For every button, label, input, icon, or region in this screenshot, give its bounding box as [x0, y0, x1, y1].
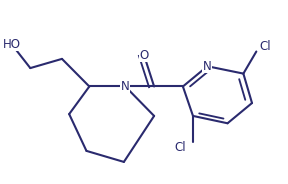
Text: Cl: Cl: [259, 40, 271, 52]
Text: N: N: [121, 80, 130, 93]
Text: HO: HO: [3, 38, 20, 51]
Text: O: O: [139, 49, 149, 62]
Text: Cl: Cl: [174, 141, 186, 154]
Text: N: N: [203, 60, 212, 73]
